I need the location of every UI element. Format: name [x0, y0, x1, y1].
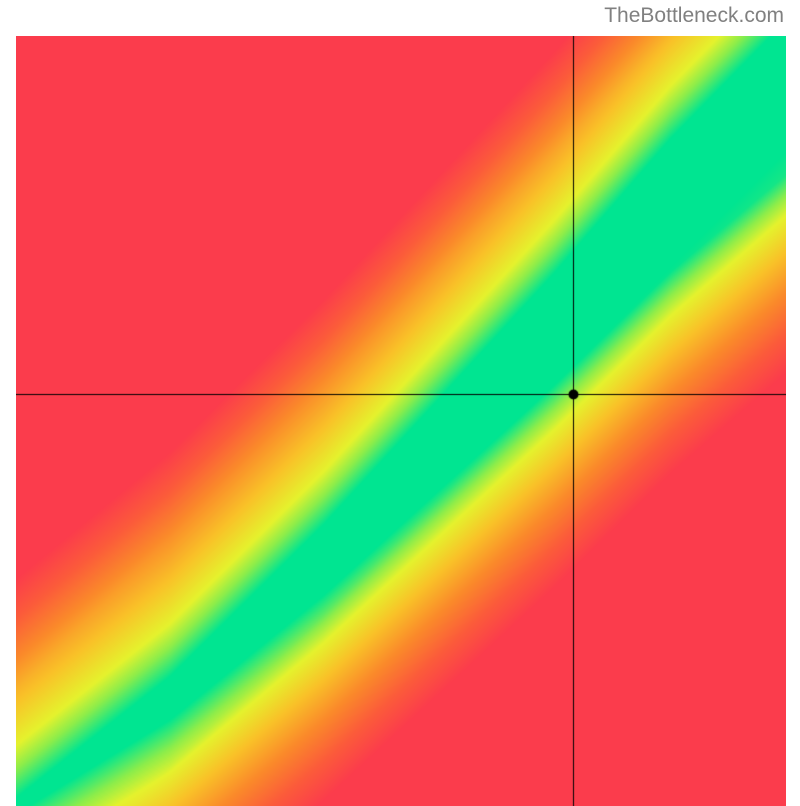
chart-container: TheBottleneck.com — [0, 0, 800, 800]
bottleneck-heatmap — [16, 36, 786, 806]
attribution-text: TheBottleneck.com — [604, 4, 784, 28]
